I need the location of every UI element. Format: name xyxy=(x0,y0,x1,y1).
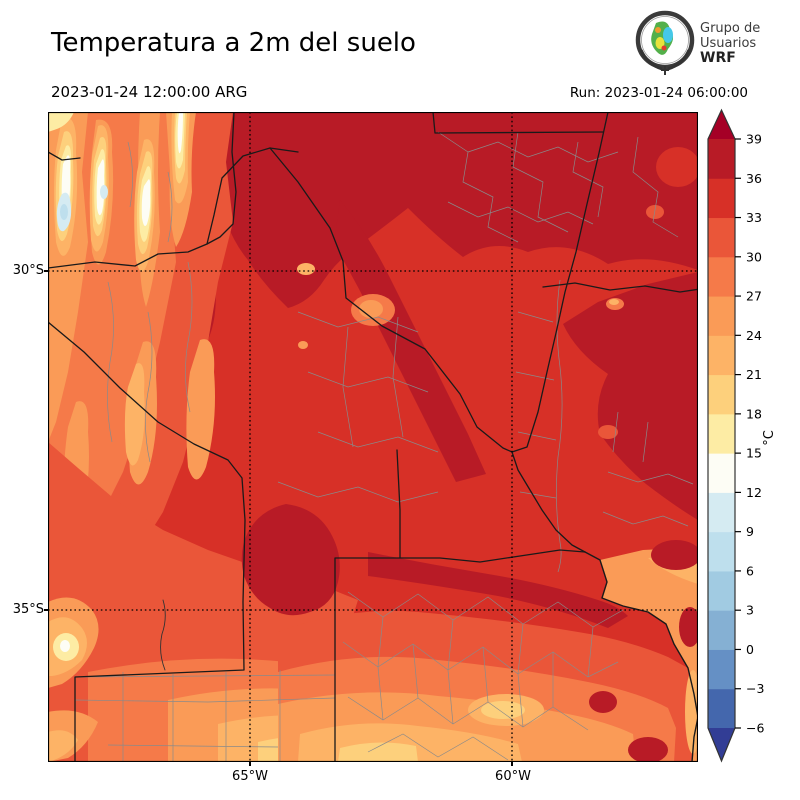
graticule xyxy=(48,112,698,762)
svg-text:0: 0 xyxy=(746,642,754,657)
department-borders xyxy=(74,131,694,762)
svg-text:27: 27 xyxy=(746,289,762,304)
svg-text:−6: −6 xyxy=(746,721,764,736)
page-title: Temperatura a 2m del suelo xyxy=(51,28,416,58)
ytick-35S xyxy=(44,609,48,611)
temperature-map xyxy=(48,112,698,762)
coastline xyxy=(584,551,698,762)
wrf-globe-logo-icon xyxy=(635,10,695,75)
logo-laurel-left xyxy=(639,49,663,71)
lat-label-30S: 30°S xyxy=(12,263,44,278)
logo-line1: Grupo de xyxy=(700,21,761,36)
svg-text:21: 21 xyxy=(746,367,762,382)
lon-label-65W: 65°W xyxy=(232,769,268,784)
lat-label-35S: 35°S xyxy=(12,602,44,617)
colorbar-ticks xyxy=(735,138,741,729)
logo-line3: WRF xyxy=(700,50,736,66)
svg-text:18: 18 xyxy=(746,406,762,421)
colorbar-arrow-bottom xyxy=(708,728,735,761)
logo-text: Grupo de Usuarios WRF xyxy=(700,21,760,66)
run-time-label: Run: 2023-01-24 06:00:00 xyxy=(569,85,748,101)
svg-text:15: 15 xyxy=(746,446,762,461)
svg-text:30: 30 xyxy=(746,249,762,264)
province-borders xyxy=(48,112,698,762)
valid-time-label: 2023-01-24 12:00:00 ARG xyxy=(51,83,248,101)
svg-text:6: 6 xyxy=(746,563,754,578)
svg-text:33: 33 xyxy=(746,210,762,225)
lon-label-60W: 60°W xyxy=(495,769,531,784)
colorbar-segments xyxy=(708,139,735,729)
xtick-60W xyxy=(511,762,513,766)
ytick-30S xyxy=(44,270,48,272)
river xyxy=(160,599,166,671)
svg-text:39: 39 xyxy=(746,132,762,147)
xtick-65W xyxy=(249,762,251,766)
svg-text:24: 24 xyxy=(746,328,762,343)
svg-text:12: 12 xyxy=(746,485,762,500)
map-frame xyxy=(48,112,698,762)
svg-text:3: 3 xyxy=(746,603,754,618)
logo-cross xyxy=(661,66,669,75)
colorbar-arrow-top xyxy=(708,110,735,139)
temperature-field xyxy=(48,112,698,762)
colorbar-unit-label: °C xyxy=(762,430,777,446)
svg-text:−3: −3 xyxy=(746,681,764,696)
svg-text:9: 9 xyxy=(746,524,754,539)
svg-text:36: 36 xyxy=(746,171,762,186)
logo-line2: Usuarios xyxy=(700,36,757,51)
logo-laurel-right xyxy=(667,49,691,71)
